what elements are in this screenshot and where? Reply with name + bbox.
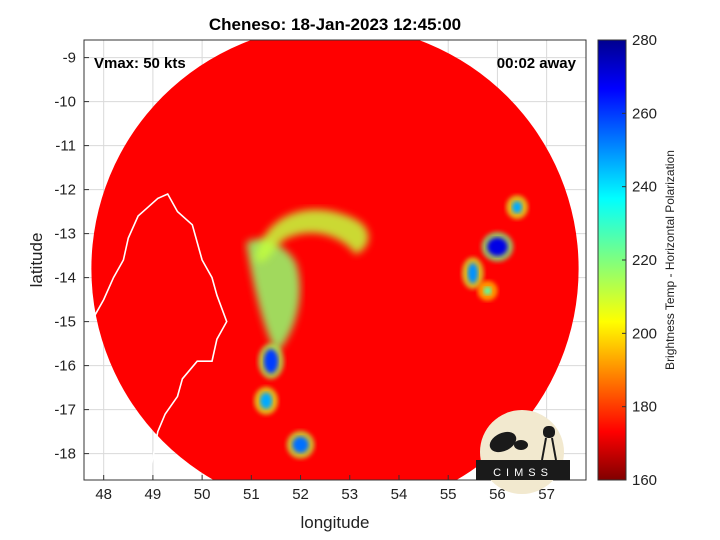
x-tick-label: 49: [145, 486, 162, 503]
x-tick-label: 51: [243, 486, 260, 503]
y-axis-ticks: -9 -10 -11 -12 -13 -14 -15 -16 -17 -18: [54, 50, 89, 463]
colorbar-tick-label: 240: [632, 179, 657, 196]
y-tick-label: -17: [54, 402, 76, 419]
convective-cell-east-1: [487, 237, 508, 256]
water-tower-leg: [541, 437, 547, 461]
convective-cell-east-4: [483, 286, 492, 295]
satellite-dish-icon: [489, 431, 517, 453]
colorbar-tick-label: 280: [632, 32, 657, 49]
y-tick-label: -11: [55, 138, 76, 155]
colorbar: [597, 39, 627, 481]
logo-building: [476, 460, 570, 480]
logo-text: CIMSS: [493, 467, 553, 479]
cimss-logo: CIMSS: [476, 410, 570, 494]
x-tick-label: 57: [538, 486, 555, 503]
x-tick-label: 55: [440, 486, 457, 503]
time-away-annotation: 00:02 away: [497, 55, 577, 72]
storm-center-band: [246, 239, 301, 354]
x-tick-label: 54: [391, 486, 408, 503]
rainband-south-1: [264, 349, 279, 374]
colorbar-tick-label: 260: [632, 105, 657, 122]
spiral-arc: [255, 209, 369, 262]
colorbar-tick-label: 220: [632, 252, 657, 269]
convective-cell-east-2: [467, 263, 478, 284]
x-tick-label: 50: [194, 486, 211, 503]
colorbar-tick-label: 200: [632, 325, 657, 342]
water-tower-leg: [551, 437, 557, 461]
x-tick-label: 48: [95, 486, 112, 503]
plot-border: [83, 39, 587, 481]
chart-title: Cheneso: 18-Jan-2023 12:45:00: [209, 15, 461, 34]
y-tick-label: -15: [54, 314, 76, 331]
rainband-south-3: [292, 436, 309, 453]
logo-disk: [480, 410, 564, 494]
colorbar-tick-label: 180: [632, 399, 657, 416]
vmax-annotation: Vmax: 50 kts: [94, 55, 186, 72]
y-tick-label: -16: [54, 358, 76, 375]
water-tower-icon: [543, 426, 555, 438]
x-tick-label: 56: [489, 486, 506, 503]
colorbar-label: Brightness Temp - Horizontal Polarizatio…: [663, 150, 677, 370]
y-tick-label: -13: [54, 226, 76, 243]
convective-cell-east-3: [512, 201, 523, 214]
colorbar-ticks: 280 260 240 220 200 180 160: [622, 32, 657, 489]
coastline: [84, 192, 228, 480]
y-tick-label: -14: [54, 270, 76, 287]
x-axis-label: longitude: [300, 513, 369, 532]
x-tick-label: 52: [292, 486, 309, 503]
y-tick-label: -12: [54, 182, 76, 199]
feature-layer: [246, 195, 529, 459]
colorbar-tick-label: 160: [632, 472, 657, 489]
y-tick-label: -18: [54, 446, 76, 463]
y-tick-label: -9: [63, 50, 76, 67]
x-tick-label: 53: [341, 486, 358, 503]
y-axis-label: latitude: [27, 233, 46, 288]
rainband-south-2: [260, 392, 273, 409]
satellite-dish-small-icon: [514, 440, 528, 450]
swath-disk: [91, 40, 579, 480]
swath-group: [84, 40, 579, 480]
y-tick-label: -10: [54, 94, 76, 111]
